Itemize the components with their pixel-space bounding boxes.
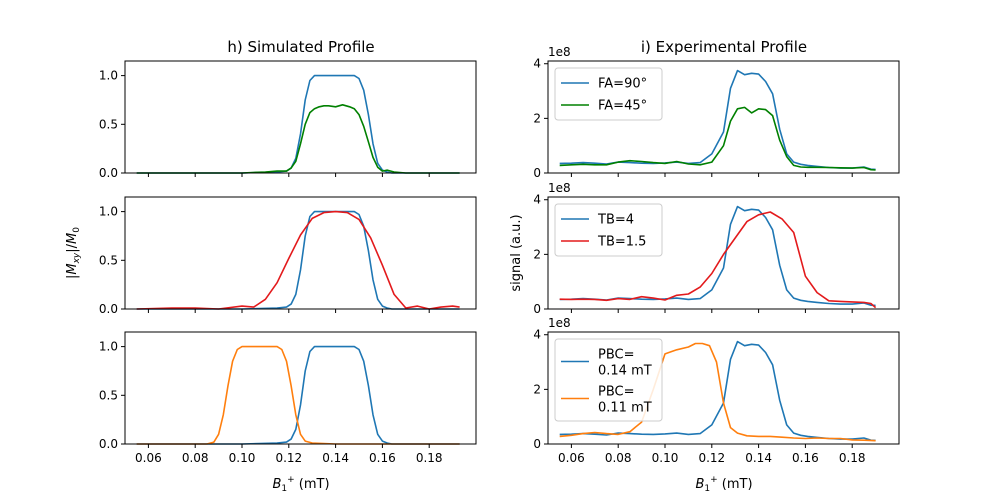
x-tick-label-i3-4: 0.14 xyxy=(745,451,772,465)
legend-frame-i3 xyxy=(554,338,663,422)
x-tick-label-i3-5: 0.16 xyxy=(792,451,819,465)
right-y-axis-label: signal (a.u.) xyxy=(509,214,524,291)
legend-label-i2-0: TB=4 xyxy=(597,213,634,228)
series-line-h2-1 xyxy=(136,210,460,310)
x-tick-label-i3-3: 0.12 xyxy=(698,451,725,465)
axes-frame-i2 xyxy=(547,196,900,310)
x-tick-label-i3-0: 0.06 xyxy=(558,451,585,465)
legend-i3: PBC= 0.14 mT PBC= 0.11 mT xyxy=(554,338,663,422)
y-tick-label-i2-2: 4 xyxy=(533,193,541,207)
y-multiplier-i2: 1e8 xyxy=(548,181,571,195)
x-tick-label-h3-6: 0.18 xyxy=(416,451,443,465)
axes-frame-h1 xyxy=(124,60,477,174)
legend-i2: TB=4 TB=1.5 xyxy=(554,203,663,257)
panel-h2: 0.0 0.5 1.0 xyxy=(99,196,477,316)
x-tick-label-h3-2: 0.10 xyxy=(229,451,256,465)
legend-i1: FA=90° FA=45° xyxy=(554,67,663,121)
y-tick-label-i3-0: 0 xyxy=(533,437,541,451)
y-multiplier-i3: 1e8 xyxy=(548,316,571,330)
x-tick-label-h3-3: 0.12 xyxy=(275,451,302,465)
panel-i1: 0 2 4 1e8 FA=90° FA=45° xyxy=(533,45,900,180)
axes-frame-h3 xyxy=(124,331,477,445)
left-x-axis-label: B1+ (mT) xyxy=(272,475,329,494)
y-tick-label-h1-1: 0.5 xyxy=(99,117,118,131)
panel-i3: 0.06 0.08 0.10 0.12 0.14 0.16 0.18 0 2 4 1e8 PBC= 0.… xyxy=(533,316,900,465)
panel-i2: 0 2 4 1e8 TB=4 TB=1.5 xyxy=(533,181,900,316)
legend-label-i3-0: PBC= 0.14 mT xyxy=(598,348,652,379)
series-line-i1-1 xyxy=(559,106,876,171)
x-tick-label-i3-2: 0.10 xyxy=(652,451,679,465)
right-x-axis-label: B1+ (mT) xyxy=(695,475,752,494)
x-tick-label-h3-5: 0.16 xyxy=(369,451,396,465)
left-y-axis-label: |Mxy|/M0 xyxy=(65,227,82,279)
y-tick-label-i1-1: 2 xyxy=(533,111,541,125)
legend-label-i2-1: TB=1.5 xyxy=(597,235,646,250)
series-line-h1-0 xyxy=(136,74,460,174)
axes-frame-i3 xyxy=(547,331,900,445)
x-tick-label-i3-6: 0.18 xyxy=(839,451,866,465)
y-tick-label-i1-0: 0 xyxy=(533,166,541,180)
y-tick-label-h3-0: 0.0 xyxy=(99,437,118,451)
axes-frame-h2 xyxy=(124,196,477,310)
panel-h1: 0.0 0.5 1.0 xyxy=(99,60,477,180)
series-line-h2-0 xyxy=(136,210,460,310)
x-tick-label-h3-0: 0.06 xyxy=(135,451,162,465)
legend-label-i1-0: FA=90° xyxy=(598,77,647,92)
y-tick-label-h1-2: 1.0 xyxy=(99,69,118,83)
y-tick-label-i3-1: 2 xyxy=(533,382,541,396)
y-tick-label-i1-2: 4 xyxy=(533,57,541,71)
y-tick-label-i3-2: 4 xyxy=(533,328,541,342)
legend-label-i1-1: FA=45° xyxy=(598,99,647,114)
series-line-i3-1 xyxy=(559,342,876,442)
series-line-h3-0 xyxy=(136,345,460,445)
left-column-title: h) Simulated Profile xyxy=(227,38,374,56)
y-tick-label-i2-1: 2 xyxy=(533,247,541,261)
right-column-title: i) Experimental Profile xyxy=(641,38,807,56)
panel-h3: 0.06 0.08 0.10 0.12 0.14 0.16 0.18 0.0 0.5 1.0 xyxy=(99,331,477,465)
series-line-h3-1 xyxy=(136,345,460,445)
y-tick-label-h2-2: 1.0 xyxy=(99,205,118,219)
y-tick-label-h3-1: 0.5 xyxy=(99,388,118,402)
y-tick-label-h3-2: 1.0 xyxy=(99,340,118,354)
x-tick-label-h3-1: 0.08 xyxy=(182,451,209,465)
x-tick-label-h3-4: 0.14 xyxy=(322,451,349,465)
axes-frame-i1 xyxy=(547,60,900,174)
y-tick-label-i2-0: 0 xyxy=(533,302,541,316)
series-line-i2-1 xyxy=(559,211,877,309)
series-line-h1-1 xyxy=(136,104,460,174)
y-tick-label-h2-0: 0.0 xyxy=(99,302,118,316)
legend-frame-i1 xyxy=(554,67,663,121)
x-tick-label-i3-1: 0.08 xyxy=(605,451,632,465)
y-multiplier-i1: 1e8 xyxy=(548,45,571,59)
y-tick-label-h2-1: 0.5 xyxy=(99,253,118,267)
legend-frame-i2 xyxy=(554,203,663,257)
legend-label-i3-1: PBC= 0.11 mT xyxy=(598,385,652,416)
y-tick-label-h1-0: 0.0 xyxy=(99,166,118,180)
